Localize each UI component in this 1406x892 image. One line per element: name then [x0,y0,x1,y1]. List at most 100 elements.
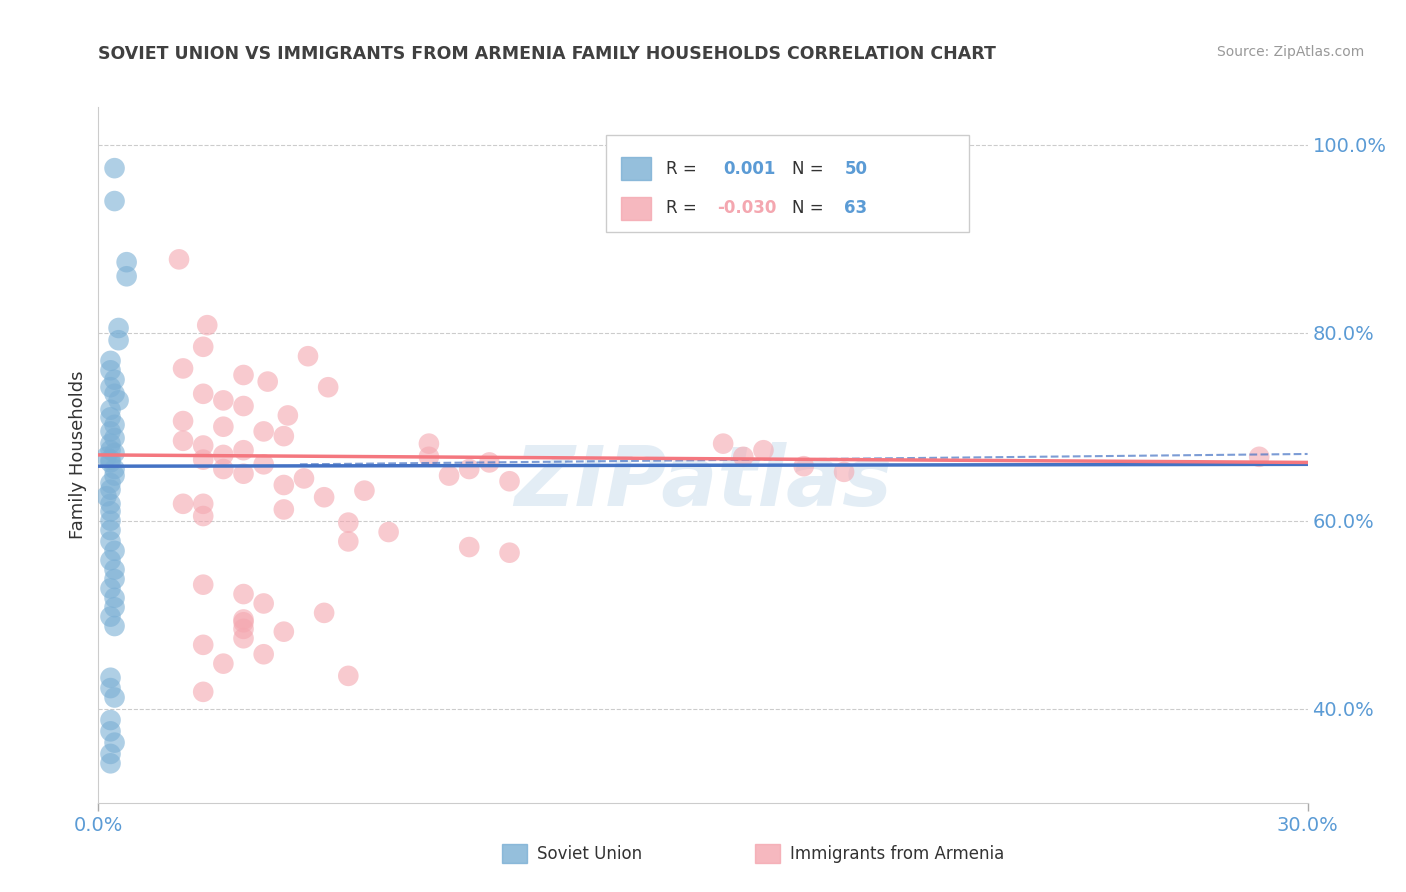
Y-axis label: Family Households: Family Households [69,371,87,539]
Point [100,452,122,467]
Text: R =: R = [665,160,707,178]
Point [100,553,122,567]
Point [498,475,520,489]
Point [115,269,138,284]
Point [193,685,215,699]
Text: Soviet Union: Soviet Union [537,845,643,863]
Point [100,681,122,695]
Point [337,669,360,683]
Point [253,425,276,439]
Point [297,349,319,363]
Point [418,450,440,464]
Text: 0.001: 0.001 [724,160,776,178]
Point [212,657,235,671]
Point [100,483,122,497]
Point [107,321,129,335]
Point [100,534,122,549]
Point [273,502,295,516]
Point [100,724,122,739]
FancyBboxPatch shape [621,158,651,180]
Point [232,467,254,481]
Point [193,638,215,652]
Point [103,544,125,558]
Point [193,452,215,467]
Point [212,419,235,434]
Point [314,490,336,504]
Point [96,489,118,503]
Point [193,438,215,452]
Point [458,540,481,554]
Point [316,380,339,394]
Point [103,431,125,445]
Point [103,386,125,401]
Point [103,572,125,586]
Point [103,690,125,705]
Point [100,363,122,377]
Point [103,736,125,750]
Point [711,436,734,450]
Text: 50: 50 [845,160,868,178]
Point [107,393,129,408]
Point [195,318,218,333]
Point [100,455,122,469]
Point [100,497,122,511]
Point [100,380,122,394]
Point [193,509,215,524]
Point [103,619,125,633]
Point [103,161,125,176]
FancyBboxPatch shape [606,135,969,232]
Text: -0.030: -0.030 [717,200,778,218]
Point [232,632,254,646]
Point [353,483,375,498]
Point [273,429,295,443]
Point [107,333,129,347]
Point [172,497,194,511]
Point [96,450,118,464]
Point [292,471,315,485]
Point [100,523,122,537]
Point [314,606,336,620]
Point [418,436,440,450]
Point [256,375,278,389]
Point [193,497,215,511]
Point [100,436,122,450]
Point [232,443,254,458]
Point [100,476,122,491]
Point [167,252,190,267]
Point [103,600,125,615]
Point [100,671,122,685]
Point [793,459,815,474]
Text: N =: N = [793,160,830,178]
Point [172,361,194,376]
Point [212,448,235,462]
Point [103,194,125,208]
Text: R =: R = [665,200,702,218]
Text: N =: N = [793,200,830,218]
Text: SOVIET UNION VS IMMIGRANTS FROM ARMENIA FAMILY HOUSEHOLDS CORRELATION CHART: SOVIET UNION VS IMMIGRANTS FROM ARMENIA … [98,45,997,62]
Point [277,409,299,423]
Point [115,255,138,269]
Point [253,458,276,472]
Point [193,340,215,354]
Point [733,450,755,464]
Point [103,591,125,605]
Point [1249,450,1271,464]
Point [100,425,122,439]
Point [100,582,122,596]
Point [253,647,276,661]
Point [232,399,254,413]
Point [103,462,125,476]
Point [232,368,254,382]
Point [212,393,235,408]
Point [100,756,122,771]
Point [100,402,122,417]
Point [100,609,122,624]
Point [337,516,360,530]
Point [193,386,215,401]
Point [103,417,125,432]
Point [273,624,295,639]
Point [100,443,122,458]
Point [100,514,122,528]
Point [498,546,520,560]
Point [103,373,125,387]
